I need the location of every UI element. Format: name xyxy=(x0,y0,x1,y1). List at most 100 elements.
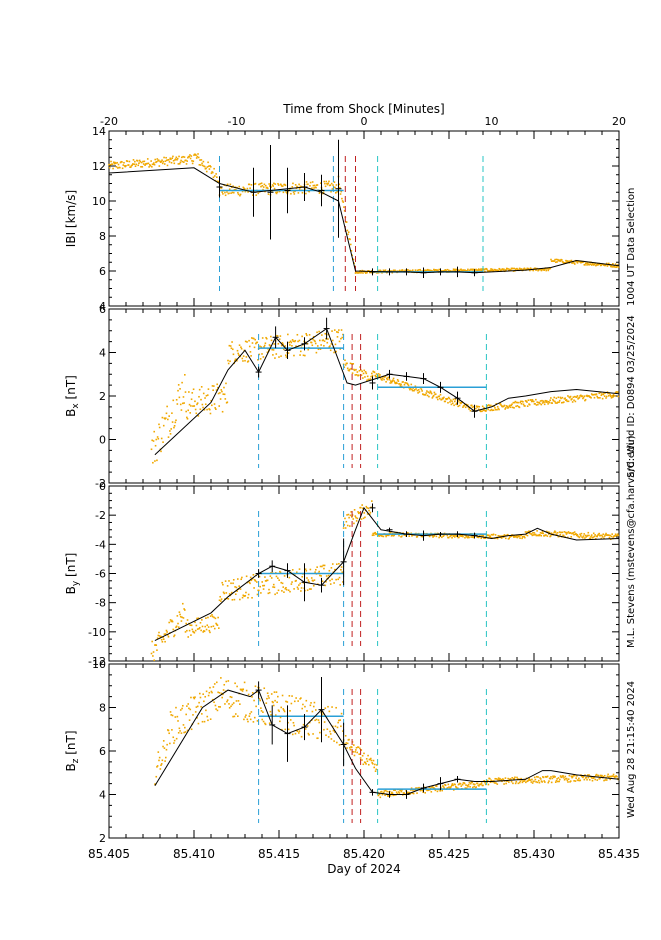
raw-data-point xyxy=(384,269,387,271)
raw-data-point xyxy=(252,721,255,723)
raw-data-point xyxy=(463,404,466,407)
raw-data-point xyxy=(221,581,224,584)
raw-data-point xyxy=(249,576,252,579)
raw-data-point xyxy=(496,405,499,408)
raw-data-point xyxy=(290,702,293,705)
raw-data-point xyxy=(604,264,607,267)
raw-data-point xyxy=(434,789,437,792)
raw-data-point xyxy=(199,164,202,166)
raw-data-point xyxy=(596,263,599,265)
raw-data-point xyxy=(314,340,316,343)
raw-data-point xyxy=(489,781,492,784)
raw-data-point xyxy=(261,581,264,583)
raw-data-point xyxy=(373,371,376,374)
raw-data-point xyxy=(519,780,522,783)
raw-data-point xyxy=(557,780,559,783)
raw-data-point xyxy=(185,159,187,162)
raw-data-point xyxy=(186,629,188,632)
raw-data-point xyxy=(207,616,209,619)
raw-data-point xyxy=(247,596,249,599)
raw-data-point xyxy=(537,269,540,271)
raw-data-point xyxy=(421,390,423,392)
raw-data-point xyxy=(241,688,243,691)
raw-data-point xyxy=(559,396,562,399)
raw-data-point xyxy=(160,160,163,163)
raw-data-point xyxy=(179,613,181,616)
raw-data-point xyxy=(346,229,349,232)
raw-data-point xyxy=(178,611,181,613)
raw-data-point xyxy=(564,775,567,778)
raw-data-point xyxy=(567,400,570,403)
raw-data-point xyxy=(531,782,534,784)
raw-data-point xyxy=(581,395,583,397)
raw-data-point xyxy=(307,348,310,351)
raw-data-point xyxy=(586,774,589,776)
raw-data-point xyxy=(152,655,154,657)
raw-data-point xyxy=(162,160,165,163)
raw-data-point xyxy=(453,269,456,272)
raw-data-point xyxy=(113,162,116,165)
raw-data-point xyxy=(511,406,514,409)
raw-data-point xyxy=(318,192,321,194)
raw-data-point xyxy=(249,718,252,721)
raw-data-point xyxy=(217,386,219,389)
raw-data-point xyxy=(419,789,422,792)
raw-data-point xyxy=(276,191,279,193)
raw-data-point xyxy=(287,728,290,731)
raw-data-point xyxy=(173,425,176,427)
raw-data-point xyxy=(347,513,350,516)
raw-data-point xyxy=(156,459,158,462)
raw-data-point xyxy=(289,710,291,712)
raw-data-point xyxy=(567,781,569,783)
raw-data-point xyxy=(574,774,576,777)
raw-data-point xyxy=(329,579,331,582)
raw-data-point xyxy=(261,184,264,187)
raw-data-point xyxy=(217,691,219,694)
raw-data-point xyxy=(237,191,239,194)
raw-data-point xyxy=(178,396,181,399)
raw-data-point xyxy=(612,393,615,396)
raw-data-point xyxy=(239,193,242,196)
raw-data-point xyxy=(295,579,297,582)
raw-data-point xyxy=(416,792,418,794)
raw-data-point xyxy=(322,339,324,341)
raw-data-point xyxy=(195,157,198,159)
raw-data-point xyxy=(483,780,486,782)
raw-data-point xyxy=(298,568,301,570)
fit-line xyxy=(108,167,620,274)
raw-data-point xyxy=(275,575,278,578)
raw-data-point xyxy=(587,776,590,779)
raw-data-point xyxy=(477,408,480,411)
raw-data-point xyxy=(561,396,564,399)
raw-data-point xyxy=(346,524,349,527)
raw-data-point xyxy=(387,795,390,797)
raw-data-point xyxy=(247,720,249,723)
raw-data-point xyxy=(504,408,506,410)
raw-data-point xyxy=(147,162,150,165)
raw-data-point xyxy=(460,402,462,405)
raw-data-point xyxy=(180,156,183,159)
raw-data-point xyxy=(164,756,167,759)
raw-data-point xyxy=(226,700,228,703)
raw-data-point xyxy=(280,706,283,709)
raw-data-point xyxy=(142,163,145,165)
raw-data-point xyxy=(279,335,282,337)
raw-data-point xyxy=(247,191,249,193)
raw-data-point xyxy=(429,787,432,789)
raw-data-point xyxy=(251,596,253,599)
raw-data-point xyxy=(579,535,582,537)
raw-data-point xyxy=(184,631,187,633)
raw-data-point xyxy=(312,584,315,587)
raw-data-point xyxy=(595,264,598,266)
raw-data-point xyxy=(533,532,536,534)
raw-data-point xyxy=(559,533,562,536)
raw-data-point xyxy=(478,405,481,408)
raw-data-point xyxy=(446,268,449,271)
raw-data-point xyxy=(482,784,484,787)
raw-data-point xyxy=(454,398,457,401)
y-tick-label: 0 xyxy=(99,434,106,447)
raw-data-point xyxy=(497,777,500,779)
raw-data-point xyxy=(162,441,164,443)
raw-data-point xyxy=(211,698,214,701)
raw-data-point xyxy=(438,268,441,271)
